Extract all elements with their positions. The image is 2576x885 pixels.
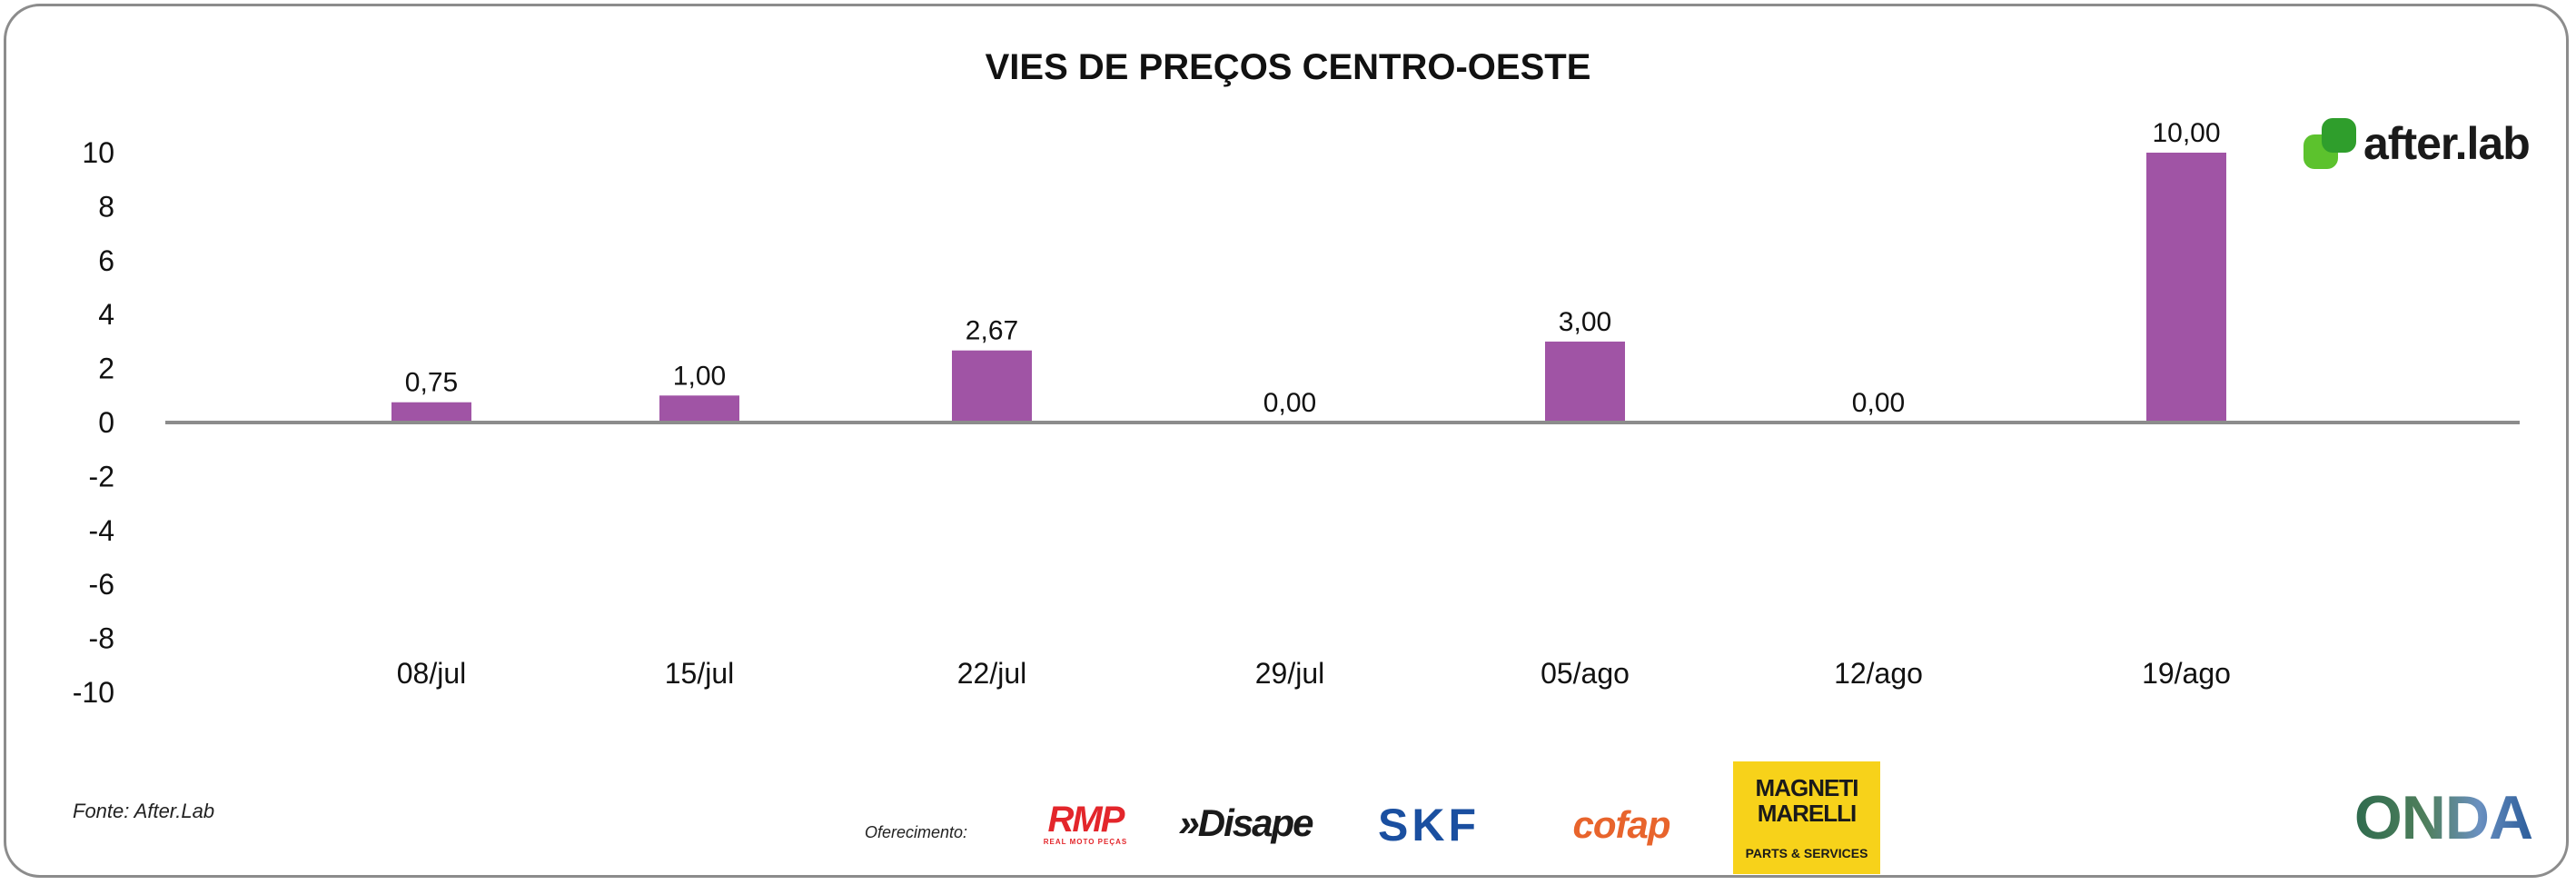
rmp-logo: RMP REAL MOTO PEÇAS — [1026, 800, 1144, 847]
bars-group — [391, 153, 2226, 423]
cofap-logo: cofap — [1572, 803, 1670, 846]
afterlab-logo: after.lab — [2304, 116, 2531, 171]
y-tick-label: 10 — [82, 136, 114, 169]
x-tick-label: 12/ago — [1834, 657, 1923, 690]
y-tick-label: 0 — [98, 406, 114, 439]
data-label: 0,75 — [405, 368, 458, 398]
chart-title: VIES DE PREÇOS CENTRO-OESTE — [985, 47, 1591, 87]
magneti-marelli-logo-tagline: PARTS & SERVICES — [1745, 846, 1868, 860]
data-label: 0,00 — [1263, 388, 1316, 418]
magneti-marelli-logo-name: MAGNETI MARELLI — [1755, 774, 1859, 827]
onda-logo: ONDA — [2351, 783, 2536, 852]
x-tick-label: 29/jul — [1255, 657, 1325, 690]
y-tick-label: 8 — [98, 190, 114, 223]
x-tick-label: 19/ago — [2142, 657, 2231, 690]
bar — [659, 395, 739, 423]
data-label: 1,00 — [673, 361, 726, 391]
x-tick-label: 22/jul — [957, 657, 1027, 690]
y-axis-ticks: 10 8 6 4 2 0 -2 -4 -6 -8 -10 — [73, 136, 114, 709]
data-label: 10,00 — [2152, 118, 2220, 148]
y-tick-label: 6 — [98, 244, 114, 277]
y-tick-label: -2 — [89, 460, 114, 492]
sponsor-label: Oferecimento: — [865, 823, 968, 841]
x-tick-label: 05/ago — [1541, 657, 1630, 690]
y-tick-label: -10 — [73, 676, 114, 709]
value-labels: 0,75 1,00 2,67 0,00 3,00 0,00 10,00 — [405, 118, 2221, 418]
rmp-logo-tagline: REAL MOTO PEÇAS — [1043, 837, 1128, 846]
source-note: Fonte: After.Lab — [73, 800, 215, 822]
y-tick-label: 2 — [98, 353, 114, 385]
y-tick-label: -6 — [89, 568, 114, 601]
bar — [1545, 341, 1625, 423]
magneti-marelli-logo: MAGNETI MARELLI PARTS & SERVICES — [1733, 761, 1880, 874]
rmp-logo-name: RMP — [1047, 799, 1125, 840]
x-tick-label: 08/jul — [397, 657, 467, 690]
bar — [952, 350, 1032, 423]
y-tick-label: -4 — [89, 514, 114, 547]
y-tick-label: 4 — [98, 298, 114, 331]
chart-frame — [4, 4, 2569, 878]
x-tick-label: 15/jul — [665, 657, 735, 690]
data-label: 0,00 — [1852, 388, 1905, 418]
bar — [391, 402, 471, 423]
onda-logo-name: ONDA — [2353, 783, 2533, 852]
skf-logo: SKF — [1378, 800, 1480, 850]
x-axis-labels: 08/jul 15/jul 22/jul 29/jul 05/ago 12/ago 19/a… — [397, 657, 2231, 690]
disape-logo: »Disape — [1178, 801, 1313, 844]
bar — [2146, 153, 2226, 423]
afterlab-logo-text: after.lab — [2363, 118, 2531, 169]
afterlab-logo-icon — [2304, 118, 2356, 169]
y-tick-label: -8 — [89, 622, 114, 655]
data-label: 3,00 — [1559, 307, 1611, 337]
data-label: 2,67 — [966, 316, 1018, 346]
